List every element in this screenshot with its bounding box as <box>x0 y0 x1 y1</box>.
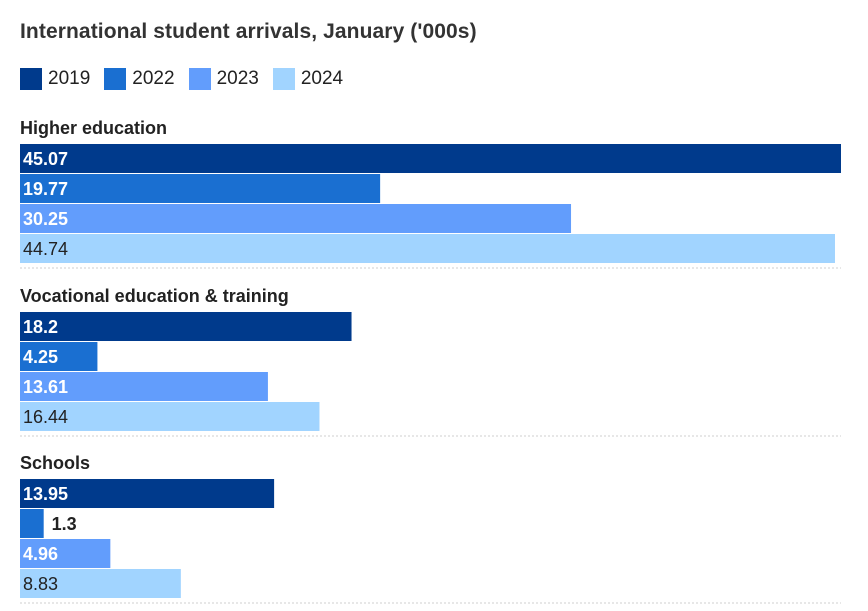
bar-higher-education-2019 <box>20 144 841 173</box>
bar-vocational-education-training-2022 <box>20 342 98 371</box>
legend-swatch-2024 <box>272 68 295 90</box>
bar-label-schools-2023: 4.96 <box>23 544 58 564</box>
bar-schools-2024 <box>20 569 181 598</box>
bar-schools-2022 <box>20 509 44 538</box>
bar-label-vocational-education-training-2022: 4.25 <box>23 347 58 367</box>
group-label-higher-education: Higher education <box>20 118 167 138</box>
bar-vocational-education-training-2019 <box>20 312 352 341</box>
legend-swatch-2023 <box>188 68 211 90</box>
chart-title: International student arrivals, January … <box>20 20 477 43</box>
bar-label-higher-education-2022: 19.77 <box>23 179 68 199</box>
bar-label-schools-2024: 8.83 <box>23 574 58 594</box>
legend-item-2022: 2022 <box>104 68 175 90</box>
group-label-schools: Schools <box>20 453 90 473</box>
legend-label-2024: 2024 <box>300 68 344 89</box>
bar-higher-education-2022 <box>20 174 381 203</box>
legend-item-2024: 2024 <box>272 68 344 90</box>
bar-label-vocational-education-training-2019: 18.2 <box>23 317 58 337</box>
legend-swatch-2022 <box>104 68 127 90</box>
bar-label-vocational-education-training-2023: 13.61 <box>23 377 68 397</box>
bar-schools-2023 <box>20 539 111 568</box>
bar-schools-2019 <box>20 479 275 508</box>
legend-label-2023: 2023 <box>216 68 259 89</box>
bar-label-schools-2022: 1.3 <box>52 514 77 534</box>
bar-label-schools-2019: 13.95 <box>23 484 68 504</box>
legend-item-2019: 2019 <box>20 68 90 90</box>
bar-label-higher-education-2023: 30.25 <box>23 209 68 229</box>
bar-higher-education-2023 <box>20 204 572 233</box>
bar-label-higher-education-2024: 44.74 <box>23 239 68 259</box>
chart-legend: 2019 2022 2023 2024 <box>20 68 357 90</box>
legend-swatch-2019 <box>20 68 42 90</box>
legend-label-2019: 2019 <box>48 68 91 89</box>
bar-higher-education-2024 <box>20 234 835 263</box>
legend-label-2022: 2022 <box>132 68 175 89</box>
bar-vocational-education-training-2023 <box>20 372 268 401</box>
bar-label-higher-education-2019: 45.07 <box>23 149 68 169</box>
bar-vocational-education-training-2024 <box>20 402 320 431</box>
bar-label-vocational-education-training-2024: 16.44 <box>23 407 68 427</box>
group-label-vocational-education-training: Vocational education & training <box>20 286 289 306</box>
legend-item-2023: 2023 <box>188 68 259 90</box>
